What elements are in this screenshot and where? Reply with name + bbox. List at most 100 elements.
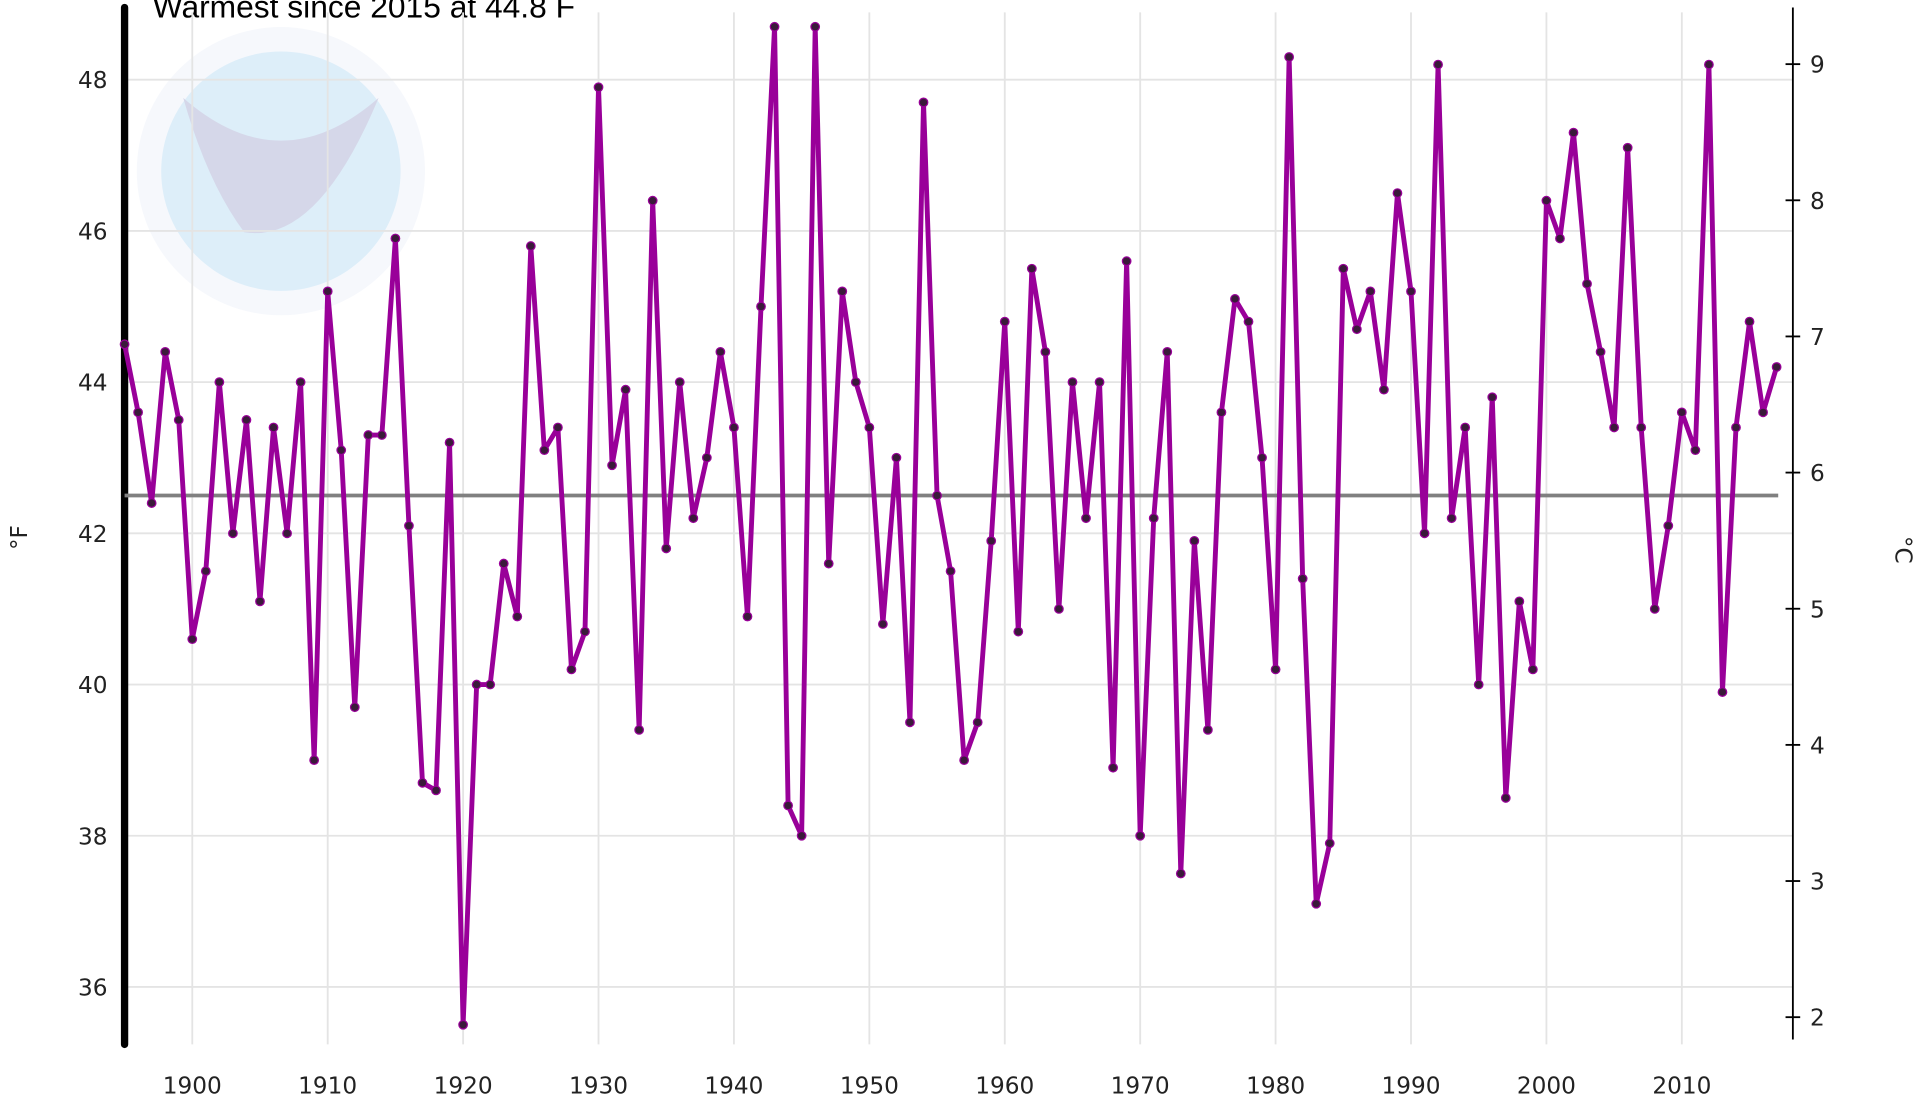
data-point [173,415,184,425]
data-point [620,384,631,395]
data-point [444,437,455,448]
data-point [566,664,577,675]
y-tick-label: 44 [78,370,108,397]
data-point [1541,195,1552,206]
data-point [539,445,550,456]
data-point [1324,838,1335,849]
x-tick-label: 1910 [298,1072,357,1099]
data-point [160,346,171,357]
data-point [498,558,509,569]
data-point [742,611,753,622]
y-tick-label: 40 [78,672,108,699]
data-point [1460,422,1471,433]
noaa-logo [136,27,426,316]
data-point [674,377,685,387]
data-point [404,520,414,531]
data-point [255,596,265,607]
data-point [1758,407,1768,418]
data-point [837,286,848,297]
data-point [580,626,590,637]
data-point [1609,422,1620,433]
data-point [1649,604,1660,614]
data-point [905,717,915,728]
data-point [1270,664,1281,675]
data-point [1419,528,1430,539]
data-point [1663,520,1674,531]
data-point [146,498,157,508]
data-point [1108,762,1118,773]
data-point [607,460,617,471]
data-point [1392,188,1403,198]
data-point [1595,346,1606,357]
data-point [1406,286,1416,297]
data-point [1676,407,1687,418]
data-point [1054,604,1064,614]
data-point [1230,294,1240,304]
data-point [1704,59,1714,70]
y2-tick-label: 8 [1810,188,1825,215]
y2-tick-label: 4 [1810,732,1825,759]
data-point [1446,513,1457,524]
data-point [823,558,834,569]
data-point [959,755,970,766]
data-point [810,21,821,32]
data-point [1527,664,1538,675]
data-point [715,346,726,357]
data-point [1311,898,1322,909]
data-point [729,422,739,433]
x-tick-label: 1950 [840,1072,899,1099]
data-point [1243,316,1254,327]
y2-tick-label: 2 [1810,1005,1825,1032]
y2-tick-label: 6 [1810,460,1825,487]
data-point [756,301,766,312]
data-point [1297,573,1308,584]
data-point [1216,407,1227,418]
data-point [471,679,482,690]
data-point [878,619,888,629]
data-point [119,339,130,350]
data-point [133,407,143,418]
data-point [1555,233,1565,244]
x-tick-label: 1920 [434,1072,493,1099]
data-point [322,286,333,297]
logo-bird [183,97,379,234]
data-point [1338,263,1349,274]
x-tick-label: 1900 [163,1072,222,1099]
data-point [1026,263,1037,274]
data-point [336,445,347,456]
data-point [796,830,807,841]
data-point [1257,452,1267,463]
data-point [972,717,983,728]
data-point [1636,422,1647,433]
data-point [701,452,712,463]
data-point [1162,346,1173,357]
data-point [1135,830,1146,841]
data-point [1067,377,1078,387]
data-point [1202,725,1213,735]
y-tick-label: 38 [78,823,108,850]
data-point [1473,679,1484,690]
x-tick-label: 2000 [1517,1072,1576,1099]
y-tick-label: 42 [78,521,108,548]
data-point [309,755,320,766]
data-point [1582,278,1592,289]
data-point [634,725,645,735]
data-point [1731,422,1741,433]
data-point [918,97,929,108]
y2-tick-label: 9 [1810,52,1825,79]
x-tick-label: 1960 [975,1072,1034,1099]
data-point [783,800,793,811]
data-point [1351,324,1362,335]
data-point [228,528,238,539]
data-point [525,241,536,251]
data-point [1365,286,1376,297]
data-point [1148,513,1159,524]
data-point [376,430,387,440]
x-tick-label: 1930 [569,1072,628,1099]
x-tick-label: 1970 [1111,1072,1170,1099]
data-point [986,535,997,546]
data-point [268,422,279,433]
y-axis-label: °F [6,525,33,550]
